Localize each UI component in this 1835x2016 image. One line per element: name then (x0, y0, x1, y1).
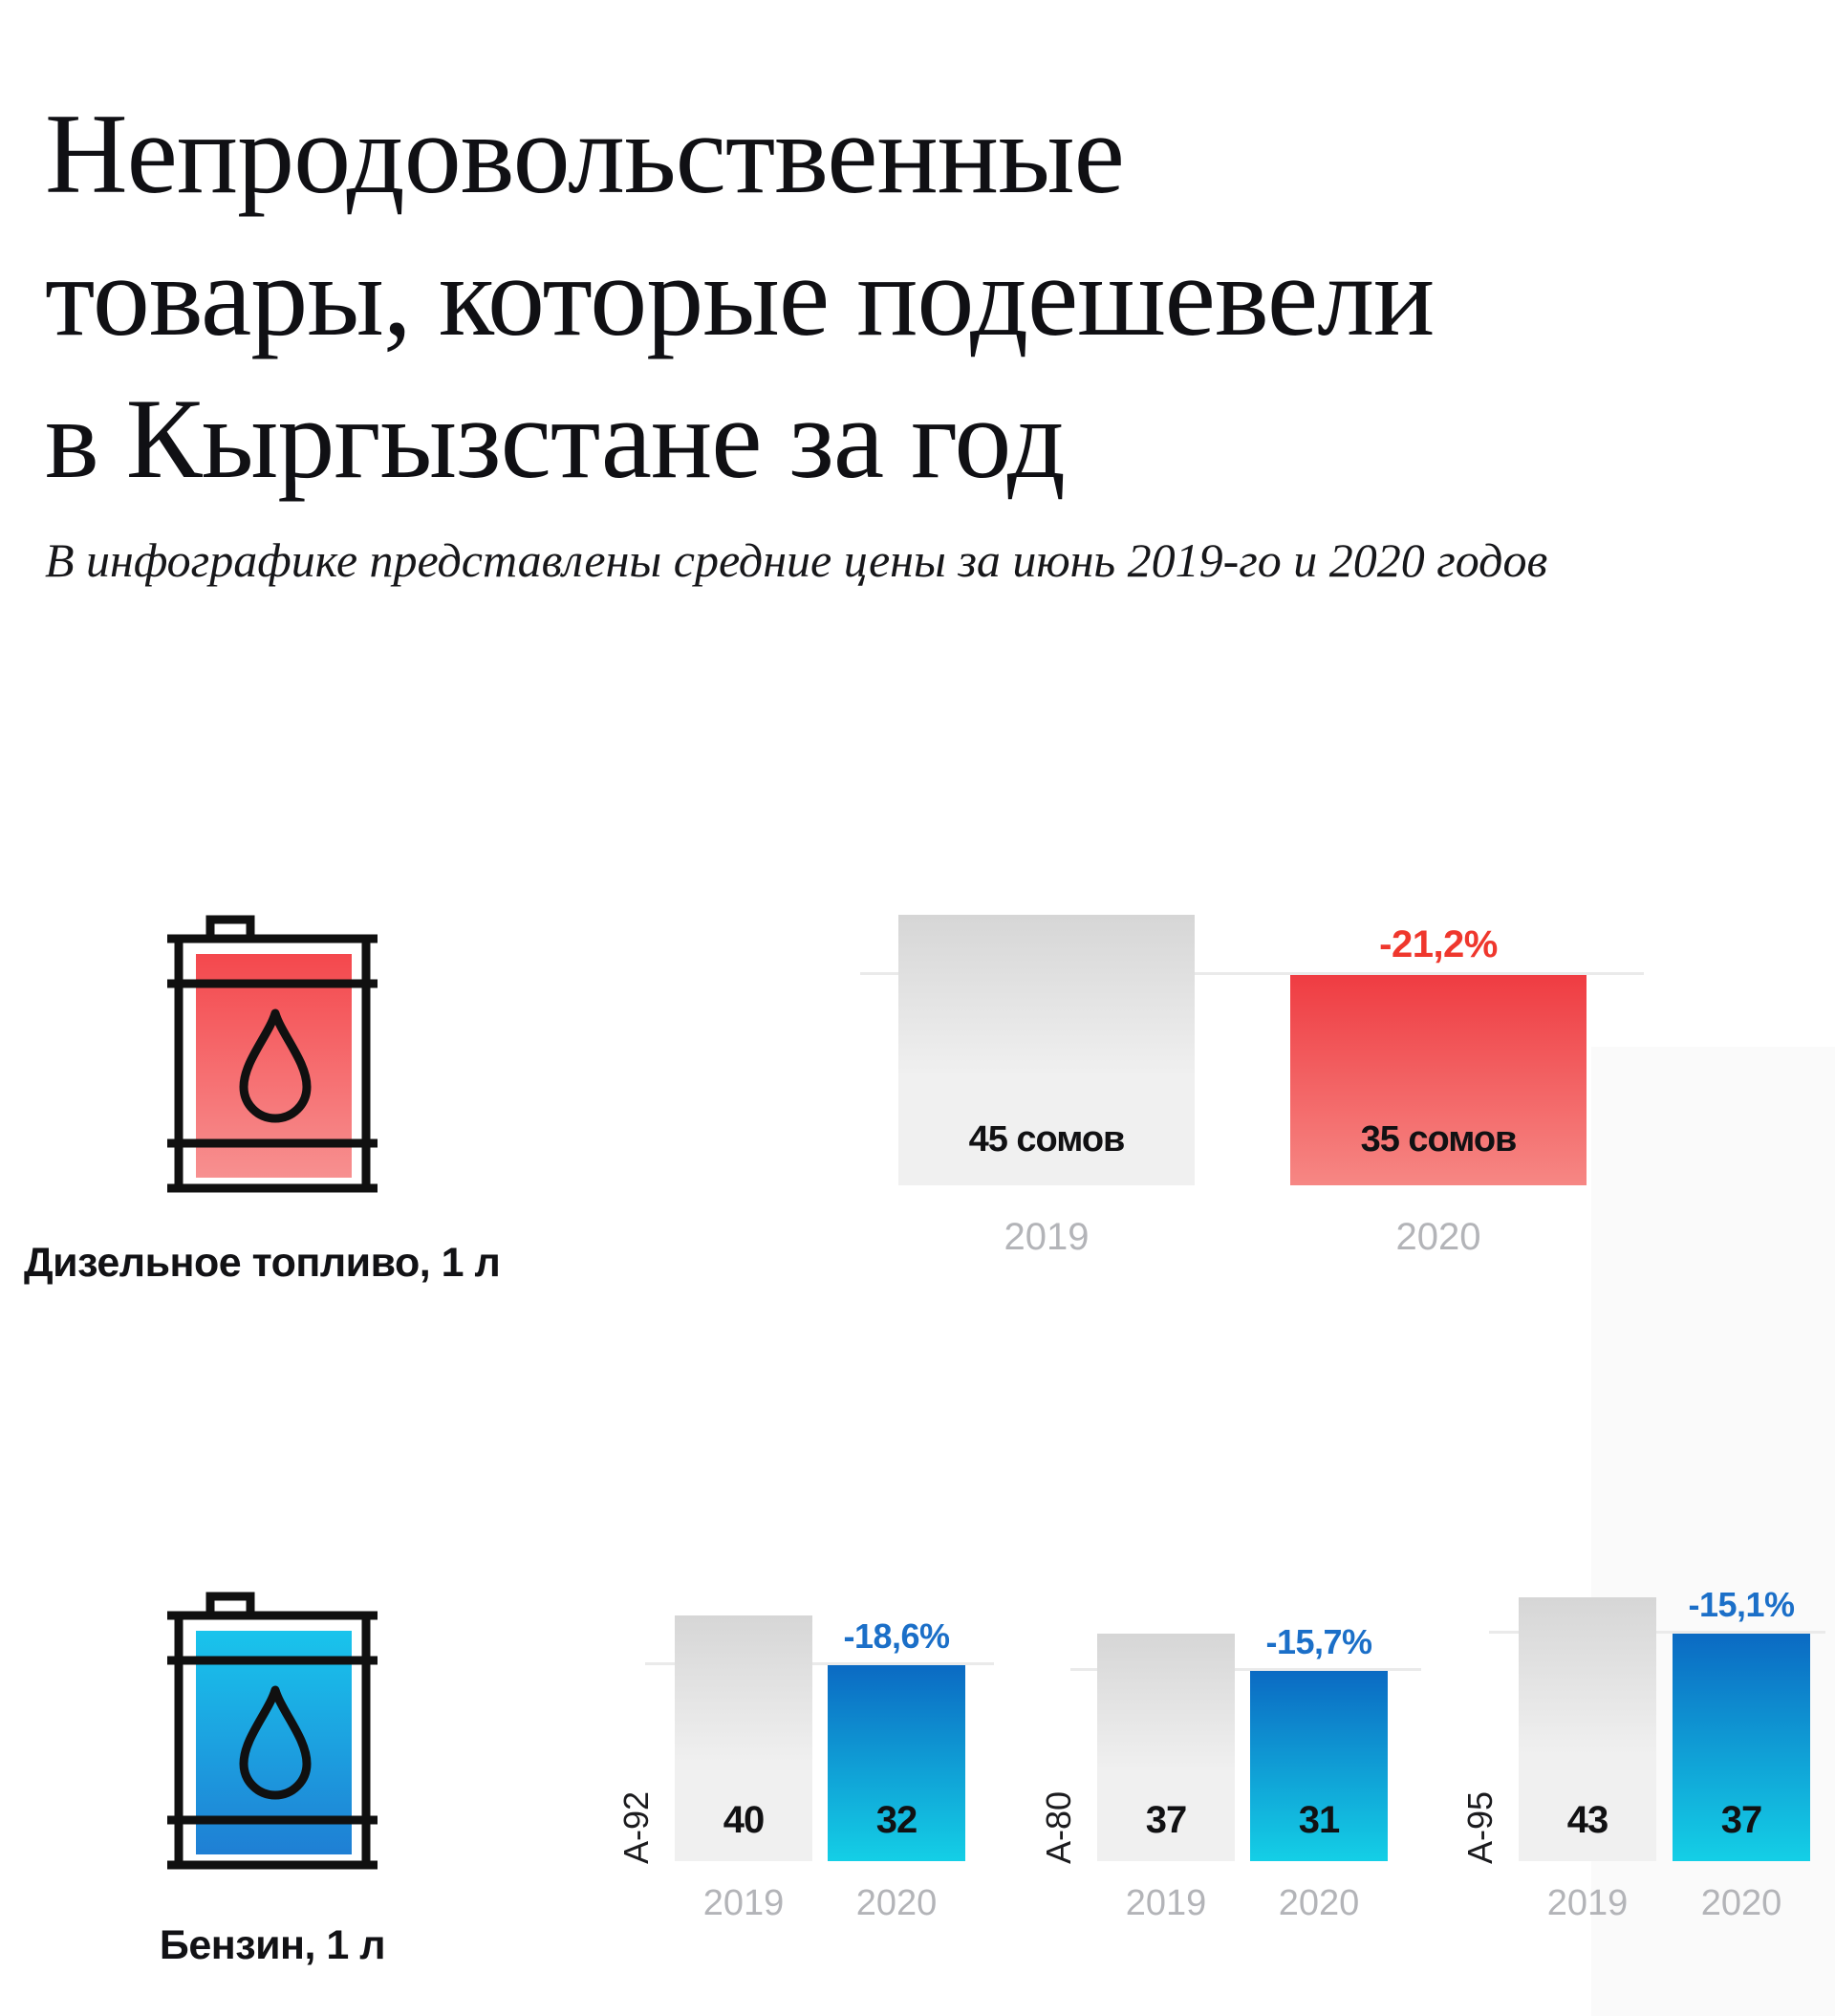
bar-value-label: 37 (1145, 1799, 1188, 1841)
page-title-line-1: Непродовольственные (45, 90, 1125, 217)
page-title: Непродовольственные товары, которые поде… (45, 82, 1435, 509)
year-label: 2020 (855, 1883, 938, 1923)
fuel-grade-label: А-80 (1039, 1790, 1078, 1864)
petrol-product-label: Бензин, 1 л (159, 1922, 386, 1968)
change-label: -18,6% (843, 1616, 950, 1656)
bar-value-label: 35 сомов (1360, 1119, 1518, 1160)
diesel-barrel-icon (167, 915, 378, 1193)
year-label: 2020 (1278, 1883, 1360, 1923)
year-label: 2019 (1546, 1883, 1629, 1923)
change-label: -15,7% (1265, 1622, 1372, 1661)
page-subtitle: В инфографике представлены средние цены … (45, 533, 1548, 587)
bar-2020 (1290, 975, 1587, 1185)
gridline (1489, 1631, 1825, 1634)
bar-2019 (898, 915, 1195, 1185)
change-label: -15,1% (1688, 1585, 1795, 1624)
diesel-product-label: Дизельное топливо, 1 л (24, 1240, 501, 1286)
year-label: 2020 (1395, 1216, 1481, 1258)
oil-drop-icon (239, 1685, 312, 1800)
gridline (860, 972, 1644, 975)
gridline (1070, 1668, 1421, 1671)
page-title-line-3: в Кыргызстане за год (45, 375, 1066, 502)
bar-2020 (1673, 1634, 1810, 1861)
bar-2019 (1097, 1634, 1235, 1861)
bar-value-label: 45 сомов (968, 1119, 1126, 1160)
year-label: 2019 (1004, 1216, 1090, 1258)
bar-2019 (1519, 1597, 1656, 1861)
year-label: 2019 (1125, 1883, 1207, 1923)
bar-value-label: 43 (1566, 1799, 1609, 1841)
bar-2020 (1250, 1671, 1388, 1861)
petrol-barrel-icon (167, 1592, 378, 1870)
bar-2019 (675, 1615, 812, 1861)
bar-value-label: 32 (875, 1799, 918, 1841)
fuel-grade-label: А-92 (616, 1790, 656, 1864)
oil-drop-icon (239, 1008, 312, 1123)
fuel-grade-label: А-95 (1460, 1790, 1500, 1864)
year-label: 2019 (702, 1883, 785, 1923)
bar-value-label: 40 (723, 1799, 766, 1841)
year-label: 2020 (1700, 1883, 1782, 1923)
gridline (645, 1662, 994, 1665)
bar-2020 (828, 1665, 965, 1861)
bar-value-label: 37 (1720, 1799, 1763, 1841)
change-label: -21,2% (1379, 923, 1498, 965)
bar-value-label: 31 (1298, 1799, 1341, 1841)
page-title-line-2: товары, которые подешевели (45, 232, 1435, 359)
